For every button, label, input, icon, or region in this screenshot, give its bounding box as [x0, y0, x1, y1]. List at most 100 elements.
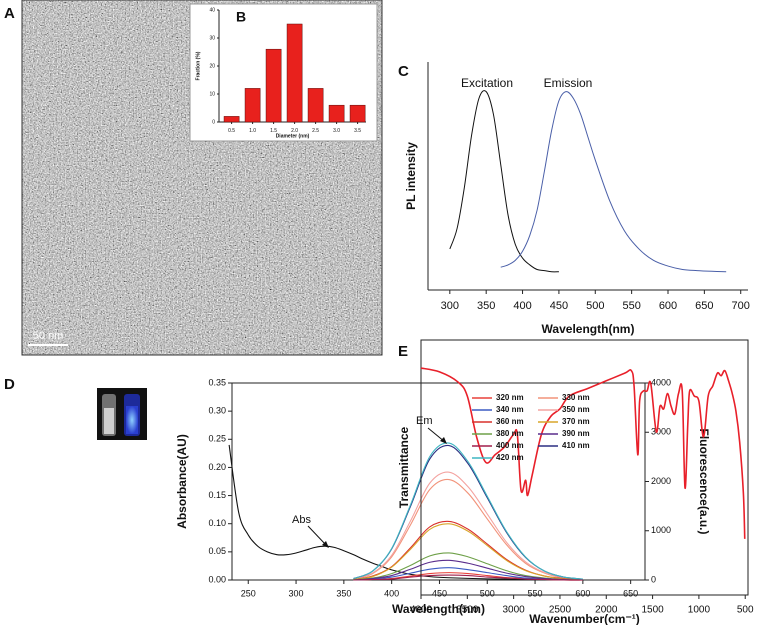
- annotation: Abs: [292, 514, 311, 526]
- x-axis-label: Diameter (nm): [276, 133, 310, 139]
- x-tick-label: 600: [659, 300, 677, 312]
- panel-label: B: [236, 9, 246, 25]
- legend-label: 410 nm: [562, 441, 590, 450]
- y-tick-label: 0.05: [208, 546, 226, 556]
- series-line: [353, 444, 583, 580]
- panel-label: E: [398, 343, 408, 360]
- arrow-head: [440, 437, 447, 444]
- x-tick-label: 2500: [549, 605, 572, 616]
- series-line: [420, 367, 746, 539]
- x-tick-label: 4000: [410, 605, 433, 616]
- y-tick-label: 20: [209, 63, 215, 69]
- tem-frame: [21, 0, 383, 356]
- x-tick-label: 1.0: [249, 128, 256, 134]
- x-tick-label: 1500: [641, 605, 664, 616]
- x-tick-label: 350: [477, 300, 495, 312]
- x-tick-label: 3500: [456, 605, 479, 616]
- x-tick-label: 1000: [688, 605, 711, 616]
- series-line: [228, 444, 583, 581]
- y2-tick-label: 1000: [651, 525, 671, 535]
- legend-label: 420 nm: [496, 453, 524, 462]
- x-tick-label: 650: [695, 300, 713, 312]
- x-tick-label: 500: [586, 300, 604, 312]
- x-tick-label: 550: [528, 588, 543, 598]
- x-tick-label: 500: [480, 588, 495, 598]
- annotation: Em: [416, 415, 433, 427]
- y-tick-label: 0.15: [208, 490, 226, 500]
- x-axis-label: Wavelength(nm): [542, 322, 635, 336]
- y2-tick-label: 0: [651, 574, 656, 584]
- x-axis-label: Wavelength(nm): [392, 602, 485, 616]
- legend-label: 380 nm: [496, 429, 524, 438]
- x-tick-label: 400: [384, 588, 399, 598]
- x-tick-label: 2.5: [312, 128, 319, 134]
- series-label: Excitation: [461, 76, 513, 90]
- vial-photo: [97, 388, 147, 440]
- y-tick-label: 10: [209, 91, 215, 97]
- y2-tick-label: 4000: [651, 377, 671, 387]
- legend-label: 400 nm: [496, 441, 524, 450]
- x-tick-label: 450: [432, 588, 447, 598]
- bar: [349, 104, 366, 123]
- panel-label: D: [4, 376, 15, 393]
- inset-box: [189, 3, 378, 142]
- bar: [265, 48, 282, 123]
- y-tick-label: 0.10: [208, 518, 226, 528]
- y2-tick-label: 2000: [651, 476, 671, 486]
- x-axis-label: Wavenumber(cm⁻¹): [529, 612, 640, 625]
- x-tick-label: 3000: [503, 605, 526, 616]
- series-line: [353, 523, 583, 581]
- x-tick-label: 300: [441, 300, 459, 312]
- y-tick-label: 0.25: [208, 434, 226, 444]
- bar: [328, 104, 345, 123]
- series-line: [500, 91, 727, 273]
- x-tick-label: 0.5: [228, 128, 235, 134]
- series-line: [353, 520, 583, 581]
- y2-axis-label: Fluorescence(a.u.): [697, 428, 711, 534]
- series-line: [449, 90, 559, 273]
- series-line: [353, 471, 583, 581]
- x-tick-label: 1.5: [270, 128, 277, 134]
- y-tick-label: 0.30: [208, 406, 226, 416]
- y-tick-label: 0.20: [208, 462, 226, 472]
- series-line: [353, 442, 583, 580]
- x-tick-label: 600: [575, 588, 590, 598]
- y-tick-label: 30: [209, 35, 215, 41]
- bar: [307, 88, 324, 123]
- annotation-arrow: [307, 525, 327, 546]
- plot-frame: [420, 339, 749, 596]
- x-tick-label: 2.0: [291, 128, 298, 134]
- y-axis-label: Transmittance: [397, 426, 411, 508]
- series-label: Emission: [544, 76, 593, 90]
- y-tick-label: 0.00: [208, 574, 226, 584]
- x-tick-label: 350: [336, 588, 351, 598]
- x-tick-label: 3.0: [333, 128, 340, 134]
- y-axis-label: Fraction (%): [195, 51, 201, 80]
- legend-label: 390 nm: [562, 429, 590, 438]
- y-tick-label: 0.35: [208, 377, 226, 387]
- x-tick-label: 250: [241, 588, 256, 598]
- legend-label: 350 nm: [562, 405, 590, 414]
- bar: [286, 23, 303, 123]
- scale-bar-label: 50 nm: [33, 330, 64, 342]
- x-tick-label: 650: [623, 588, 638, 598]
- panel-label: A: [4, 5, 15, 22]
- x-tick-label: 2000: [595, 605, 618, 616]
- bar: [244, 88, 261, 123]
- series-line: [353, 559, 583, 581]
- y-axis-label: Absorbance(AU): [175, 434, 189, 529]
- y2-tick-label: 3000: [651, 427, 671, 437]
- legend-label: 370 nm: [562, 417, 590, 426]
- y-tick-label: 0: [212, 119, 215, 125]
- y-tick-label: 40: [209, 7, 215, 13]
- x-tick-label: 400: [513, 300, 531, 312]
- x-tick-label: 700: [732, 300, 750, 312]
- bar: [223, 116, 240, 123]
- x-tick-label: 3.5: [354, 128, 361, 134]
- series-line: [353, 574, 583, 581]
- y-axis-label: PL intensity: [404, 142, 418, 210]
- x-tick-label: 450: [550, 300, 568, 312]
- legend-label: 320 nm: [496, 393, 524, 402]
- legend-label: 340 nm: [496, 405, 524, 414]
